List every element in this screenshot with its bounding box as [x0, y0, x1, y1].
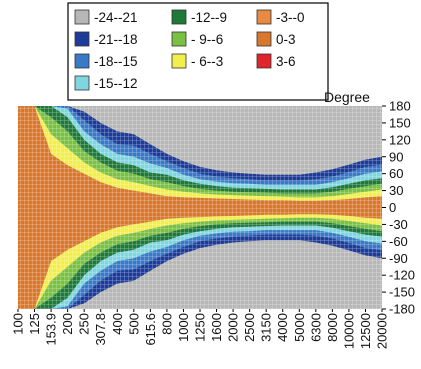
legend-label: -15--12: [94, 76, 138, 91]
x-tick-label: 500: [126, 313, 141, 335]
legend-swatch: [256, 9, 272, 25]
x-tick-label: 3150: [259, 313, 274, 342]
y-tick-label: 90: [389, 149, 403, 164]
x-tick-label: 800: [159, 313, 174, 335]
legend-box: [67, 2, 329, 101]
x-tick-label: 1000: [176, 313, 191, 342]
legend-label: - 6--3: [191, 54, 223, 69]
y-tick-label: 30: [389, 183, 403, 198]
x-tick-label: 20000: [375, 313, 390, 349]
legend-swatch: [171, 53, 187, 69]
y-tick-label: -90: [389, 251, 408, 266]
x-tick-label: 153.9: [44, 313, 59, 346]
x-axis-ticks: 100 125 153.9 200 250 307.8 400 500 615.6 800 1000…: [11, 309, 390, 349]
x-tick-label: 1250: [193, 313, 208, 342]
x-tick-label: 6300: [308, 313, 323, 342]
y-tick-label: 150: [389, 115, 411, 130]
y-tick-label: -150: [389, 285, 415, 300]
x-tick-label: 400: [110, 313, 125, 335]
x-tick-label: 10000: [341, 313, 356, 349]
legend-label: 3-6: [276, 54, 296, 69]
y-tick-label: -30: [389, 217, 408, 232]
x-tick-label: 12500: [358, 313, 373, 349]
legend-label: -21--18: [94, 32, 138, 47]
x-tick-label: 200: [60, 313, 75, 335]
y-tick-label: 0: [389, 200, 396, 215]
x-tick-label: 1600: [209, 313, 224, 342]
x-tick-label: 307.8: [93, 313, 108, 346]
x-tick-label: 250: [77, 313, 92, 335]
grid-overlay: [18, 106, 382, 309]
legend-label: -18--15: [94, 54, 138, 69]
legend-swatch: [74, 75, 90, 91]
legend-label: -12--9: [191, 10, 227, 25]
legend-swatch: [74, 53, 90, 69]
x-tick-label: 8000: [325, 313, 340, 342]
y-tick-label: -60: [389, 234, 408, 249]
y-tick-label: 60: [389, 166, 403, 181]
legend-swatch: [171, 9, 187, 25]
x-tick-label: 125: [27, 313, 42, 335]
x-tick-label: 5000: [292, 313, 307, 342]
legend-swatch: [171, 31, 187, 47]
x-tick-label: 615.6: [143, 313, 158, 346]
legend-swatch: [256, 31, 272, 47]
legend: -24--21 -21--18 -18--15 -15--12 -12--9 - 9--6…: [67, 2, 329, 101]
legend-label: - 9--6: [191, 32, 223, 47]
y-tick-label: 180: [389, 99, 411, 114]
x-tick-label: 100: [11, 313, 26, 335]
x-tick-label: 4000: [275, 313, 290, 342]
legend-swatch: [74, 31, 90, 47]
y-tick-label: -180: [389, 302, 415, 317]
y-axis-label: Degree: [324, 89, 370, 105]
legend-label: 0-3: [276, 32, 296, 47]
y-tick-label: -120: [389, 268, 415, 283]
x-tick-label: 2000: [226, 313, 241, 342]
legend-label: -3--0: [276, 10, 305, 25]
x-tick-label: 2500: [242, 313, 257, 342]
legend-swatch: [74, 9, 90, 25]
y-tick-label: 120: [389, 132, 411, 147]
plot-area: [18, 106, 382, 309]
legend-label: -24--21: [94, 10, 138, 25]
legend-swatch: [256, 53, 272, 69]
